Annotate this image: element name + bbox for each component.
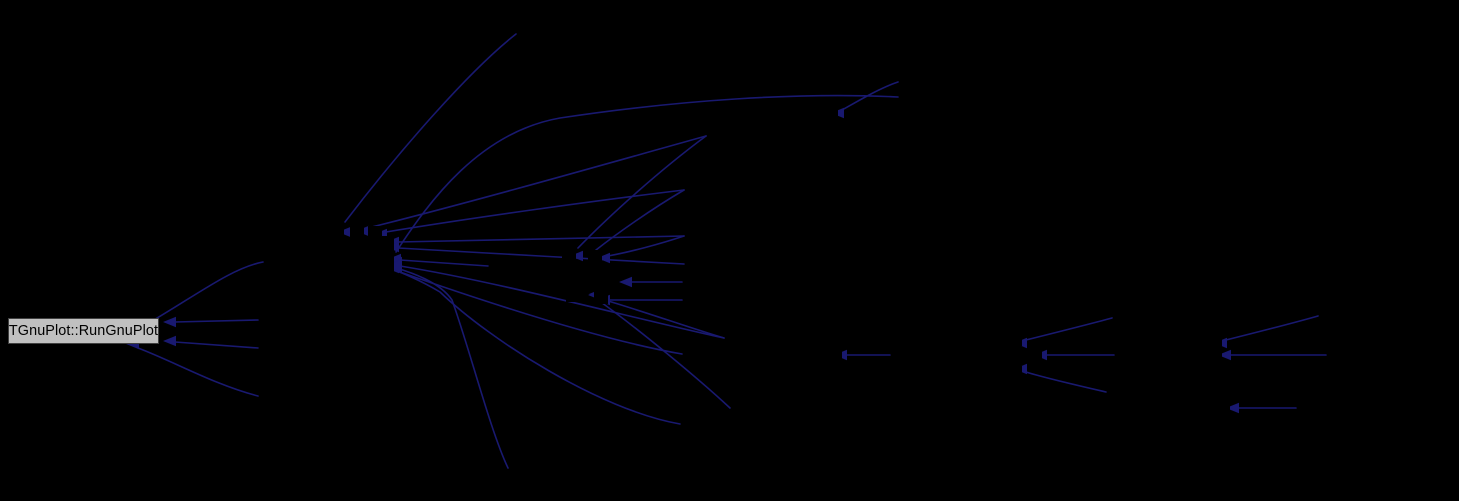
graph-edge (137, 347, 259, 397)
graph-edge (595, 189, 685, 251)
graph-edge (399, 259, 489, 267)
graph-node-12[interactable] (1008, 366, 1022, 382)
graph-node-13[interactable] (1208, 332, 1222, 348)
graph-edge (385, 189, 685, 233)
graph-node-3[interactable] (378, 236, 394, 274)
graph-node-6[interactable] (566, 286, 580, 302)
graph-node-15[interactable] (1216, 402, 1230, 418)
graph-edge (395, 267, 509, 469)
graph-edge (395, 94, 899, 253)
graph-edge (174, 319, 259, 323)
graph-node-10[interactable] (1008, 330, 1022, 346)
graph-node-4[interactable] (562, 248, 576, 264)
graph-edge (577, 135, 707, 249)
graph-edge (841, 81, 899, 111)
graph-edge (397, 247, 685, 265)
graph-node-11[interactable] (1028, 348, 1042, 364)
graph-edge (1025, 317, 1113, 341)
graph-node-9[interactable] (828, 348, 842, 364)
edge-arrowhead (163, 316, 176, 328)
graph-edge (399, 271, 683, 355)
edge-arrowhead (619, 276, 632, 288)
graph-edge (399, 265, 725, 339)
node-label: TGnuPlot::RunGnuPlot (8, 322, 159, 339)
graph-node-14[interactable] (1208, 350, 1222, 366)
graph-edge (174, 341, 259, 349)
edge-group (137, 33, 1327, 469)
graph-edge (607, 235, 685, 257)
graph-edge (597, 297, 725, 339)
graph-edge (597, 299, 731, 409)
graph-edge (1025, 371, 1107, 393)
graph-node-5[interactable] (588, 250, 602, 266)
edge-arrowhead (163, 335, 176, 347)
node-tgnuplot-rungnuplot[interactable]: TGnuPlot::RunGnuPlot (8, 318, 159, 344)
graph-edge (344, 33, 517, 223)
graph-node-1[interactable] (350, 224, 364, 240)
graph-node-0[interactable] (330, 222, 344, 238)
graph-edge (397, 235, 685, 243)
arrowhead-group (126, 107, 1239, 414)
graph-edge (1225, 315, 1319, 341)
graph-edge (367, 135, 707, 229)
graph-node-7[interactable] (594, 288, 608, 304)
graph-edge (393, 269, 681, 425)
graph-node-8[interactable] (824, 106, 838, 122)
